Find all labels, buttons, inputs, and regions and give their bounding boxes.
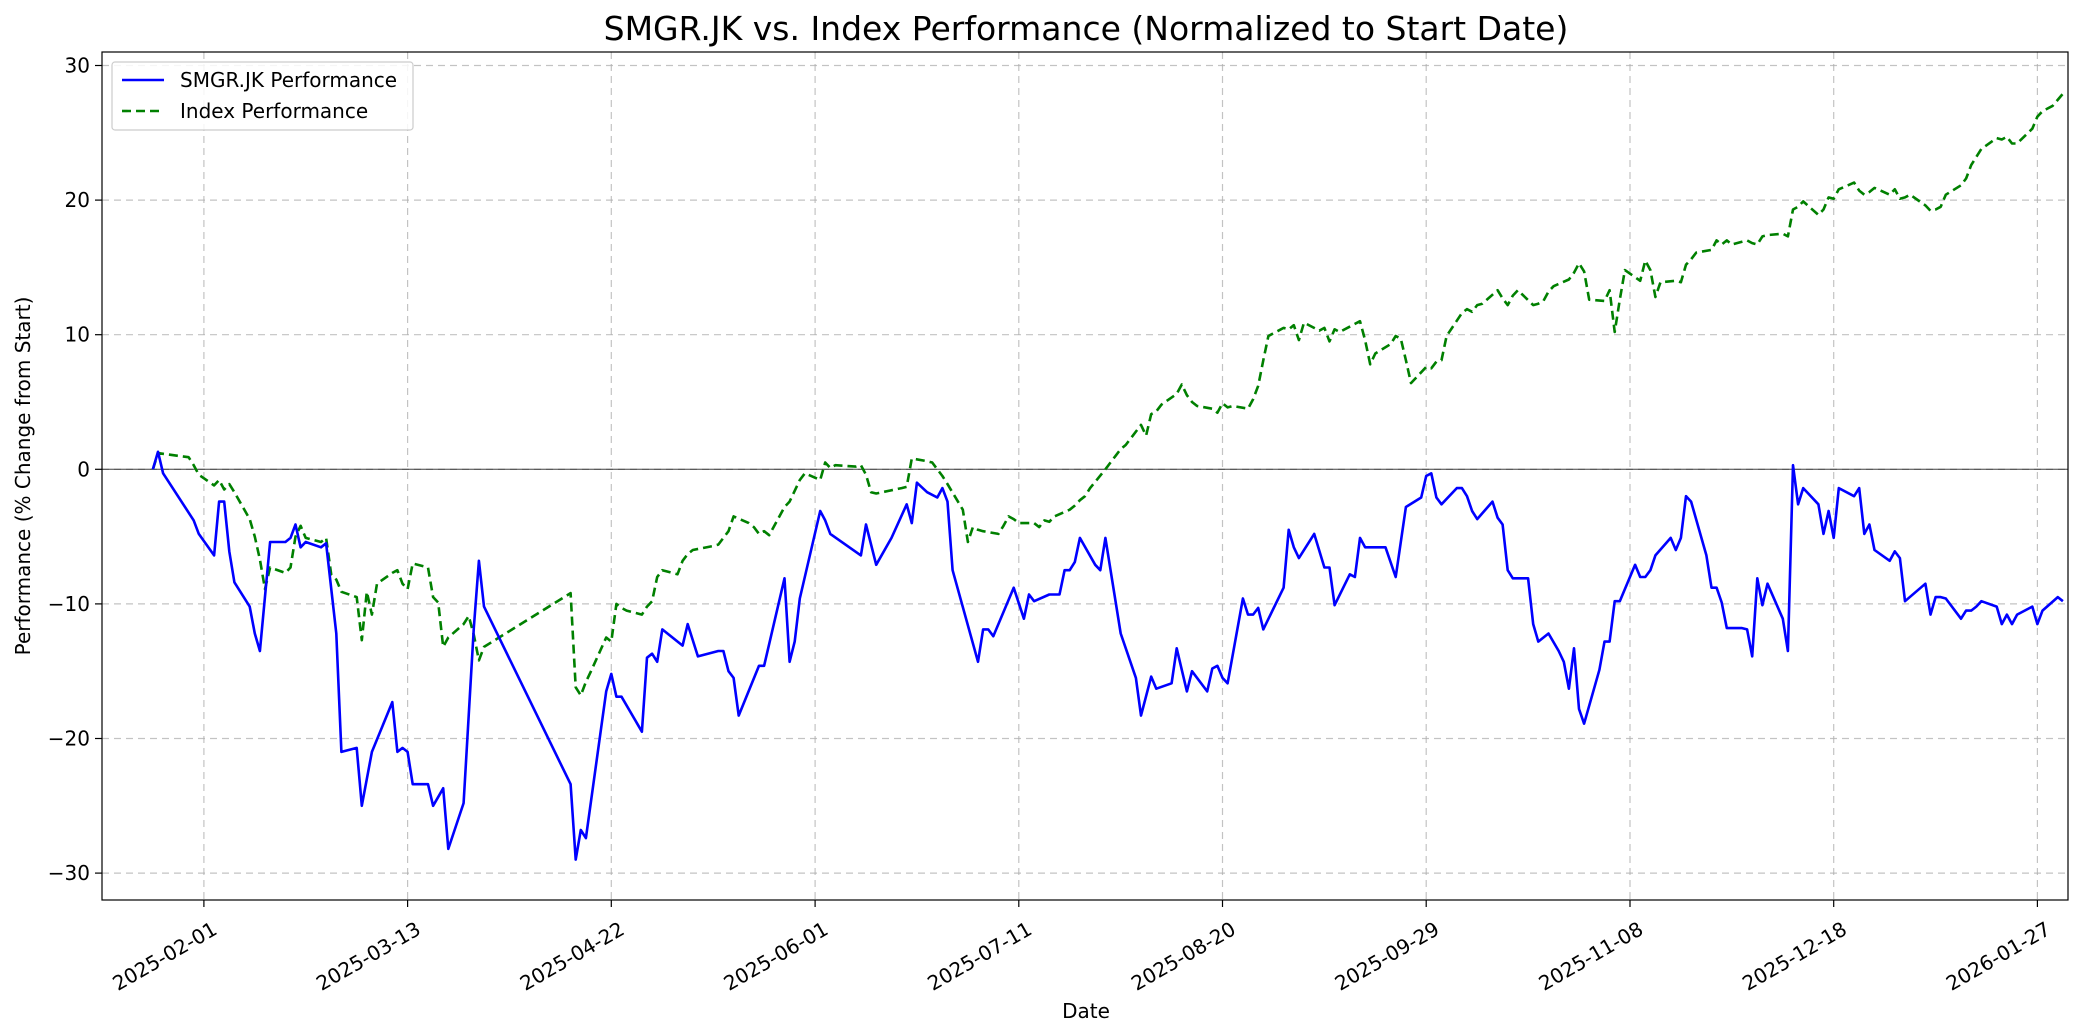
series-lines xyxy=(151,92,2064,861)
x-axis-label: Date xyxy=(1062,999,1110,1023)
legend-label-smgr: SMGR.JK Performance xyxy=(180,68,397,92)
plot-frame xyxy=(101,51,2069,901)
y-axis-label: Performance (% Change from Start) xyxy=(11,297,35,656)
legend: SMGR.JK Performance Index Performance xyxy=(111,61,414,131)
legend-box xyxy=(111,61,414,131)
index-performance-line xyxy=(151,92,2064,697)
y-tick-label: 20 xyxy=(65,188,90,212)
y-tick-label: −30 xyxy=(48,861,90,885)
chart-title: SMGR.JK vs. Index Performance (Normalize… xyxy=(604,9,1569,48)
y-tick-label: 30 xyxy=(65,54,90,78)
y-tick-label: 10 xyxy=(65,323,90,347)
y-tick-label: −20 xyxy=(48,727,90,751)
smgr-performance-line xyxy=(151,450,2064,861)
y-tick-label: 0 xyxy=(77,457,90,481)
y-tick-label: −10 xyxy=(48,592,90,616)
legend-label-index: Index Performance xyxy=(180,99,368,123)
y-axis-ticks: 30 20 10 0 −10 −20 −30 xyxy=(48,54,102,885)
